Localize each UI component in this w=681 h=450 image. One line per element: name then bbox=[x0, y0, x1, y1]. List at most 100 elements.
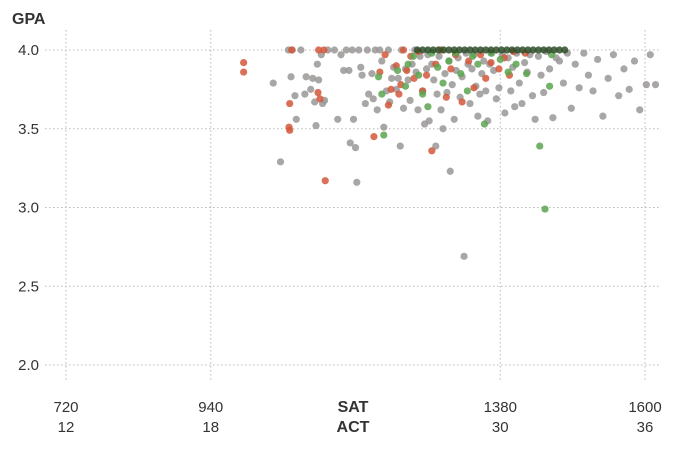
data-point-series-0 bbox=[396, 142, 404, 150]
data-point-series-1 bbox=[286, 126, 294, 134]
x-tick-label-act: 18 bbox=[202, 419, 219, 436]
data-point-series-0 bbox=[604, 74, 612, 82]
data-point-series-0 bbox=[287, 73, 295, 81]
data-point-series-3 bbox=[503, 46, 511, 54]
data-point-series-0 bbox=[291, 92, 299, 100]
data-point-series-3 bbox=[545, 46, 553, 54]
data-point-series-0 bbox=[353, 178, 361, 186]
data-point-series-3 bbox=[461, 46, 469, 54]
data-point-series-0 bbox=[584, 71, 593, 79]
data-point-series-0 bbox=[430, 76, 438, 84]
data-point-series-2 bbox=[439, 79, 447, 87]
data-point-series-0 bbox=[625, 85, 633, 93]
data-point-series-2 bbox=[378, 90, 386, 98]
data-point-series-2 bbox=[374, 73, 383, 81]
data-point-series-3 bbox=[555, 46, 564, 54]
data-point-series-3 bbox=[466, 46, 474, 54]
data-point-series-0 bbox=[425, 117, 433, 125]
data-point-series-0 bbox=[534, 52, 543, 60]
data-point-series-0 bbox=[446, 167, 454, 175]
data-point-series-0 bbox=[376, 46, 384, 54]
data-point-series-1 bbox=[387, 85, 395, 93]
data-point-series-1 bbox=[470, 84, 478, 92]
data-point-series-0 bbox=[460, 252, 468, 260]
data-point-series-0 bbox=[474, 112, 482, 120]
data-point-series-2 bbox=[474, 60, 482, 68]
data-point-series-3 bbox=[561, 46, 569, 54]
data-point-series-2 bbox=[541, 205, 549, 213]
data-point-series-0 bbox=[309, 74, 317, 82]
data-point-series-0 bbox=[540, 88, 548, 97]
data-point-series-1 bbox=[288, 46, 296, 54]
data-point-series-0 bbox=[337, 51, 345, 59]
x-axis-title-act: ACT bbox=[337, 419, 370, 436]
data-point-series-3 bbox=[534, 46, 543, 54]
data-point-series-0 bbox=[571, 60, 579, 68]
data-point-series-0 bbox=[620, 65, 628, 73]
data-point-series-3 bbox=[419, 46, 427, 54]
data-point-series-0 bbox=[269, 79, 277, 87]
data-point-series-0 bbox=[531, 115, 539, 123]
data-point-series-0 bbox=[297, 46, 305, 54]
data-point-series-0 bbox=[349, 115, 358, 123]
data-point-series-0 bbox=[351, 144, 360, 152]
data-point-series-0 bbox=[302, 73, 310, 81]
y-tick-label: 3.0 bbox=[18, 200, 39, 217]
data-point-series-0 bbox=[642, 81, 650, 89]
data-point-series-0 bbox=[594, 55, 602, 64]
data-point-series-0 bbox=[276, 158, 285, 166]
data-point-series-0 bbox=[537, 71, 545, 79]
x-tick-label-sat: 940 bbox=[198, 399, 223, 416]
data-point-series-0 bbox=[559, 79, 568, 87]
data-point-series-0 bbox=[414, 106, 422, 114]
data-point-series-0 bbox=[369, 95, 377, 103]
data-point-series-0 bbox=[589, 87, 597, 95]
data-point-series-0 bbox=[315, 76, 323, 84]
data-point-series-0 bbox=[433, 90, 441, 98]
y-tick-label: 2.5 bbox=[18, 278, 39, 295]
data-point-series-0 bbox=[441, 70, 449, 78]
data-point-series-0 bbox=[406, 96, 414, 104]
data-point-series-0 bbox=[636, 106, 644, 114]
y-tick-labels: 4.0 3.5 3.0 2.5 2.0 bbox=[18, 42, 39, 374]
data-point-series-0 bbox=[394, 74, 402, 82]
data-point-series-1 bbox=[315, 46, 323, 54]
data-point-series-3 bbox=[492, 46, 500, 54]
data-point-series-0 bbox=[340, 66, 348, 75]
data-point-series-1 bbox=[465, 57, 473, 65]
data-point-series-3 bbox=[471, 46, 479, 54]
data-point-series-0 bbox=[437, 106, 445, 114]
data-point-series-2 bbox=[457, 70, 465, 78]
data-point-series-0 bbox=[495, 84, 503, 92]
data-point-series-1 bbox=[399, 46, 408, 54]
data-point-series-0 bbox=[311, 98, 319, 106]
data-point-series-0 bbox=[520, 59, 529, 67]
data-point-series-3 bbox=[413, 46, 421, 54]
data-point-series-2 bbox=[504, 68, 512, 76]
data-point-series-3 bbox=[424, 46, 432, 54]
x-tick-labels: 720 12 940 18 1380 30 1600 36 bbox=[53, 399, 661, 436]
data-point-series-2 bbox=[415, 71, 423, 79]
data-point-series-2 bbox=[434, 63, 442, 71]
data-point-series-0 bbox=[615, 92, 623, 100]
data-point-series-2 bbox=[463, 87, 471, 95]
data-point-series-1 bbox=[482, 74, 490, 82]
data-point-series-0 bbox=[292, 115, 300, 123]
data-point-series-2 bbox=[394, 66, 402, 75]
data-point-series-1 bbox=[370, 133, 378, 141]
data-point-series-0 bbox=[545, 65, 554, 73]
data-point-series-1 bbox=[442, 93, 450, 101]
data-point-series-0 bbox=[511, 103, 519, 111]
data-point-series-0 bbox=[651, 81, 660, 89]
data-point-series-0 bbox=[448, 81, 456, 89]
data-point-series-2 bbox=[536, 142, 544, 150]
data-point-series-3 bbox=[476, 46, 485, 54]
data-point-series-2 bbox=[512, 60, 520, 68]
data-point-series-1 bbox=[316, 95, 324, 103]
data-point-series-2 bbox=[522, 70, 531, 78]
data-point-series-0 bbox=[361, 99, 369, 108]
data-point-series-0 bbox=[599, 112, 607, 120]
x-tick-label-act: 36 bbox=[637, 419, 654, 436]
data-point-series-0 bbox=[435, 52, 443, 60]
